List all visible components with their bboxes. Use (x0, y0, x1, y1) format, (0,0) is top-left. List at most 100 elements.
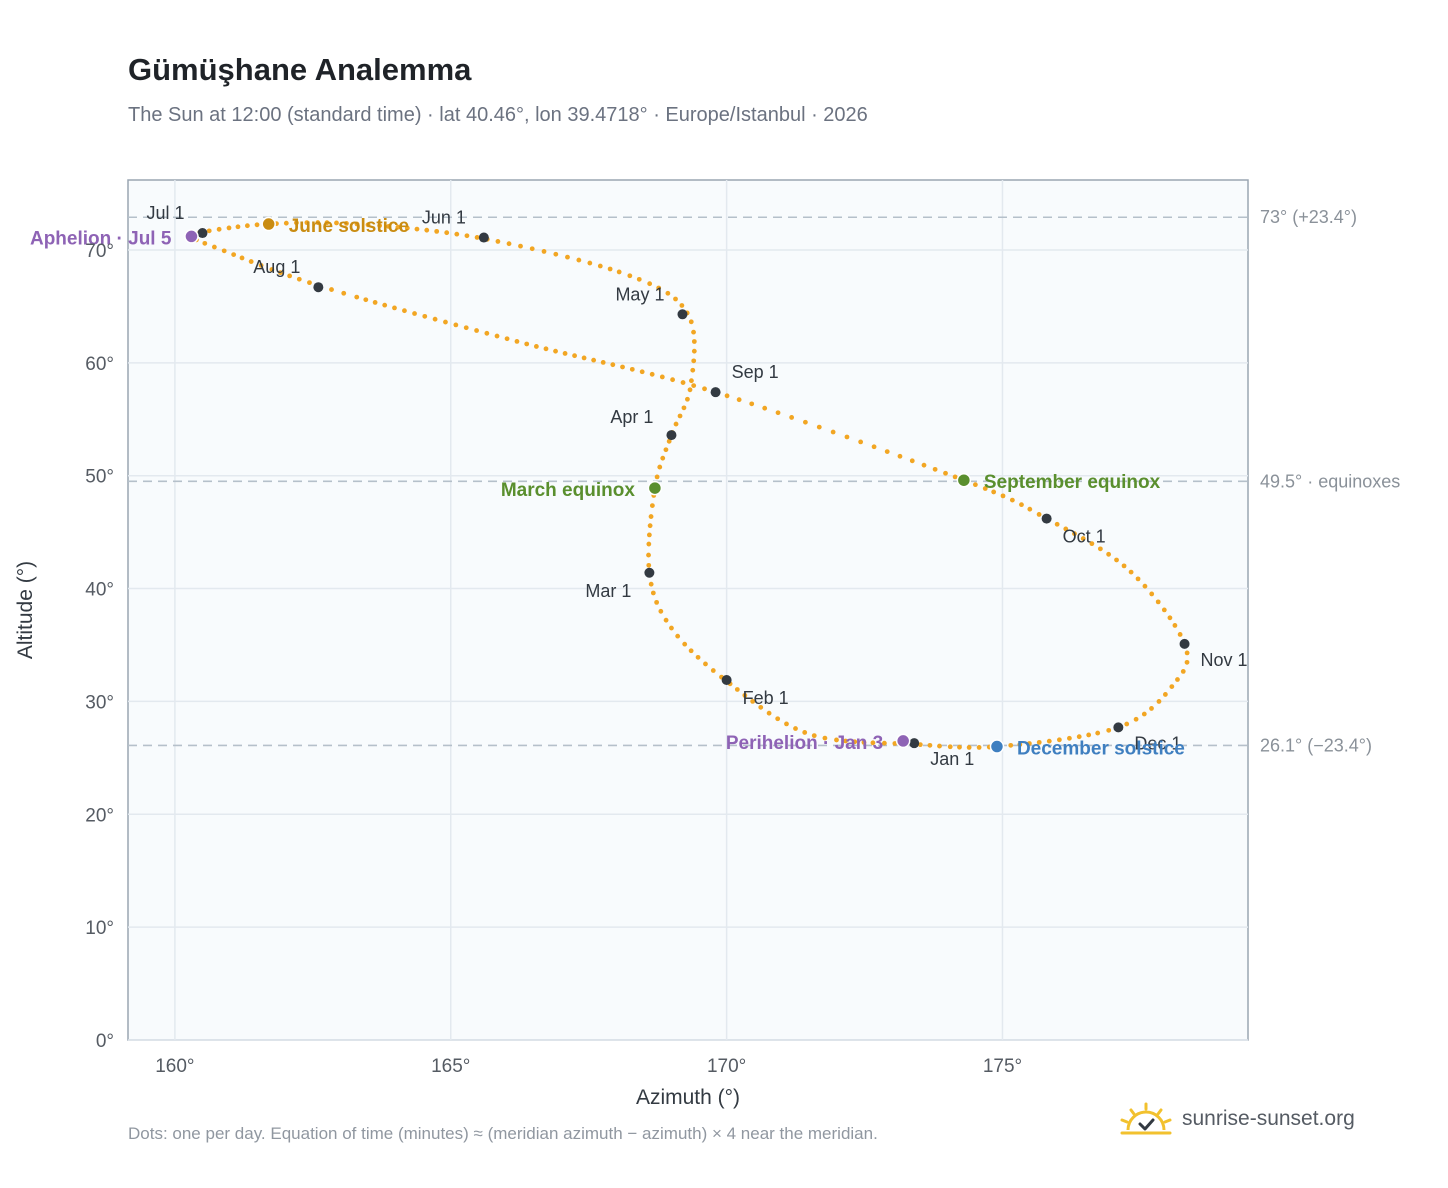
daily-sun-dot (206, 228, 212, 234)
daily-sun-dot (344, 220, 349, 226)
daily-sun-dot (1135, 576, 1141, 582)
daily-sun-dot (1026, 741, 1032, 746)
daily-sun-dot (646, 532, 652, 538)
daily-sun-dot (1000, 493, 1006, 499)
daily-sun-dot (691, 383, 697, 389)
daily-sun-dot (315, 220, 321, 225)
daily-sun-dot (422, 313, 428, 319)
daily-sun-dot (553, 348, 558, 354)
daily-sun-dot (1063, 526, 1069, 532)
daily-sun-dot (803, 419, 808, 425)
y-tick-label: 50° (85, 467, 114, 488)
daily-sun-dot (648, 581, 654, 587)
daily-sun-dot (529, 246, 535, 252)
brand-name: sunrise-sunset.org (1182, 1107, 1355, 1130)
daily-sun-dot (1054, 521, 1060, 527)
daily-sun-dot (660, 455, 666, 461)
event-label: March equinox (501, 480, 636, 501)
grid (128, 180, 1248, 1041)
daily-sun-dot (1106, 551, 1112, 557)
daily-sun-dot (202, 240, 208, 246)
daily-sun-dot (649, 371, 655, 377)
daily-sun-dot (1106, 727, 1112, 733)
daily-sun-dot (216, 226, 222, 232)
daily-sun-dot (789, 415, 795, 420)
month-marker (1041, 513, 1052, 524)
daily-sun-dot (681, 405, 687, 411)
daily-sun-dot (654, 599, 660, 605)
daily-sun-dot (254, 222, 260, 228)
sun-logo-icon (1120, 1102, 1172, 1135)
daily-sun-dot (793, 726, 798, 731)
month-marker (721, 674, 732, 685)
daily-sun-dot (372, 300, 378, 305)
month-label: Feb 1 (743, 688, 789, 708)
daily-sun-dot (463, 325, 469, 331)
daily-sun-dot (830, 429, 836, 435)
month-marker (197, 228, 208, 239)
daily-sun-dot (324, 220, 330, 226)
month-marker (478, 232, 489, 243)
y-tick-label: 10° (85, 918, 114, 939)
reference-line-label: 26.1° (−23.4°) (1260, 735, 1372, 755)
daily-sun-dot (269, 267, 275, 272)
daily-sun-dot (329, 287, 334, 292)
month-marker (1113, 722, 1124, 733)
daily-sun-dot (952, 474, 958, 480)
daily-sun-dot (982, 486, 988, 491)
daily-sun-dot (702, 386, 707, 392)
daily-sun-dot (597, 263, 603, 269)
daily-sun-dot (834, 737, 839, 743)
daily-sun-dot (654, 474, 660, 480)
event-marker (647, 480, 663, 496)
daily-sun-dot (688, 319, 694, 325)
x-tick-label: 165° (431, 1056, 470, 1077)
x-tick-label: 160° (155, 1056, 194, 1077)
daily-sun-dot (844, 434, 850, 440)
daily-sun-dot (211, 244, 217, 250)
daily-sun-dot (665, 290, 671, 296)
daily-sun-dot (1086, 732, 1092, 738)
daily-sun-dot (636, 276, 642, 282)
daily-sun-dot (453, 322, 459, 328)
month-label: Nov 1 (1201, 650, 1248, 670)
daily-sun-dot (1036, 512, 1042, 517)
daily-sun-dot (382, 302, 388, 308)
daily-sun-dot (663, 617, 669, 623)
month-label: Aug 1 (253, 257, 300, 277)
daily-sun-dot (444, 230, 450, 236)
daily-sun-dot (365, 222, 371, 228)
daily-sun-dot (870, 740, 876, 746)
daily-sun-dot (843, 738, 848, 744)
daily-sun-dot (1097, 546, 1103, 552)
daily-sun-dot (454, 231, 460, 237)
daily-sun-dot (766, 710, 772, 716)
daily-sun-dot (294, 220, 299, 226)
daily-sun-dot (610, 362, 616, 368)
month-label: Sep 1 (732, 362, 779, 382)
daily-sun-dot (474, 328, 479, 333)
daily-sun-dot (690, 367, 696, 373)
brand[interactable]: sunrise-sunset.org (1120, 1102, 1355, 1136)
daily-sun-dot (283, 220, 289, 226)
month-marker (313, 282, 324, 293)
daily-sun-dot (587, 260, 593, 266)
daily-sun-dot (749, 401, 755, 407)
daily-sun-dot (287, 273, 293, 279)
daily-sun-dot (581, 355, 587, 361)
daily-sun-dot (932, 466, 938, 472)
daily-sun-dot (1056, 737, 1062, 743)
daily-sun-dot (710, 668, 716, 673)
daily-sun-dot (278, 270, 283, 276)
daily-sun-dot (354, 294, 360, 300)
daily-sun-dot (1133, 716, 1139, 722)
daily-sun-dot (464, 233, 470, 239)
y-tick-label: 20° (85, 805, 114, 826)
daily-sun-dot (231, 252, 237, 258)
month-label: Jul 1 (146, 203, 184, 223)
daily-sun-dot (1046, 738, 1052, 744)
daily-sun-dot (1180, 669, 1186, 674)
daily-sun-dot (871, 444, 877, 450)
daily-sun-dot (897, 453, 903, 459)
daily-sun-dot (966, 745, 972, 750)
